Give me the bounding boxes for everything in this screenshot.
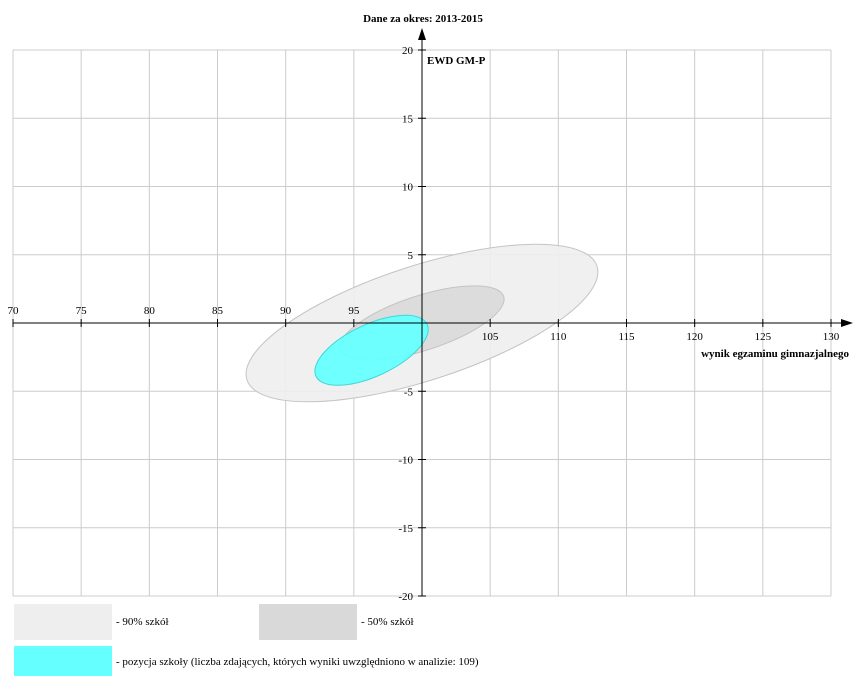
y-tick-label: 15 <box>402 113 414 125</box>
x-tick-label: 130 <box>823 331 840 343</box>
chart-axes <box>13 28 853 596</box>
x-tick-label: 75 <box>76 305 88 317</box>
x-tick-label: 120 <box>686 331 703 343</box>
x-axis-label: wynik egzaminu gimnazjalnego <box>701 348 849 360</box>
y-tick-label: 10 <box>402 182 414 194</box>
x-tick-label: 95 <box>348 305 360 317</box>
chart-title: Dane za okres: 2013-2015 <box>363 13 483 25</box>
y-axis-label: EWD GM-P <box>427 55 486 67</box>
x-tick-label: 110 <box>550 331 567 343</box>
x-tick-label: 70 <box>8 305 20 317</box>
legend-swatch-90 <box>14 604 112 640</box>
legend-swatch-50 <box>259 604 357 640</box>
x-tick-label: 90 <box>280 305 292 317</box>
y-axis-arrow <box>418 28 426 40</box>
chart-legend: - 90% szkół - 50% szkół - pozycja szkoły… <box>0 600 853 677</box>
legend-swatch-school <box>14 646 112 676</box>
y-tick-label: 20 <box>402 45 414 57</box>
ellipse-school-position <box>314 314 429 386</box>
y-tick-label: -10 <box>398 455 413 467</box>
y-tick-label: -20 <box>398 591 413 600</box>
x-tick-label: 105 <box>482 331 499 343</box>
chart-canvas: Dane za okres: 2013-2015 70 75 80 85 90 95105… <box>8 13 853 600</box>
x-tick-label: 85 <box>212 305 224 317</box>
x-tick-label: 115 <box>618 331 635 343</box>
legend-label-50: - 50% szkół <box>361 616 414 628</box>
y-tick-label: -15 <box>398 523 413 535</box>
y-tick-label: -5 <box>404 386 414 398</box>
legend-label-90: - 90% szkół <box>116 616 169 628</box>
legend-label-school: - pozycja szkoły (liczba zdających, któr… <box>116 656 479 668</box>
x-axis-arrow <box>841 319 853 327</box>
x-tick-label: 80 <box>144 305 156 317</box>
x-tick-label: 125 <box>755 331 772 343</box>
y-tick-label: 5 <box>408 250 414 262</box>
